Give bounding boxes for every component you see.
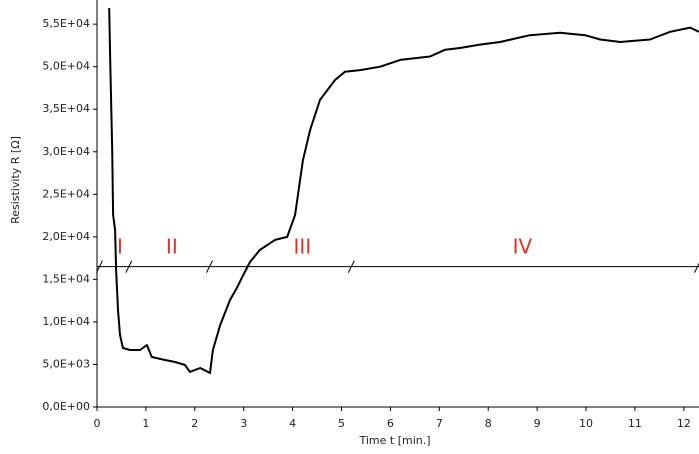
y-tick-label: 5,0E+03 bbox=[42, 357, 90, 370]
x-tick-label: 6 bbox=[387, 417, 394, 430]
x-tick-label: 10 bbox=[579, 417, 593, 430]
phase-boundary bbox=[125, 260, 133, 273]
x-tick-label: 11 bbox=[628, 417, 642, 430]
x-tick-label: 4 bbox=[289, 417, 296, 430]
y-tick-label: 5,5E+04 bbox=[42, 17, 90, 30]
x-tick-label: 5 bbox=[338, 417, 345, 430]
x-tick-label: 9 bbox=[534, 417, 541, 430]
data-line bbox=[108, 7, 699, 374]
x-tick-label: 2 bbox=[191, 417, 198, 430]
phase-label: II bbox=[166, 234, 178, 258]
phase-boundary bbox=[347, 260, 355, 273]
x-tick-label: 1 bbox=[142, 417, 149, 430]
phase-label: III bbox=[294, 234, 312, 258]
y-tick-label: 3,0E+04 bbox=[42, 145, 90, 158]
x-axis-label: Time t [min.] bbox=[358, 434, 430, 447]
x-tick-label: 0 bbox=[94, 417, 101, 430]
x-tick-label: 12 bbox=[677, 417, 691, 430]
y-tick-label: 1,5E+04 bbox=[42, 272, 90, 285]
x-tick-label: 7 bbox=[436, 417, 443, 430]
y-tick-label: 0,0E+00 bbox=[42, 400, 90, 413]
phase-label: IV bbox=[513, 234, 533, 258]
phase-label: I bbox=[117, 234, 123, 258]
x-tick-label: 3 bbox=[240, 417, 247, 430]
phase-boundary bbox=[95, 260, 103, 273]
x-tick-label: 8 bbox=[485, 417, 492, 430]
y-axis-label: Resistivity R [Ω] bbox=[9, 136, 22, 224]
y-tick-label: 1,0E+04 bbox=[42, 315, 90, 328]
y-tick-label: 2,0E+04 bbox=[42, 230, 90, 243]
y-tick-label: 3,5E+04 bbox=[42, 102, 90, 115]
y-tick-label: 2,5E+04 bbox=[42, 187, 90, 200]
y-tick-label: 5,0E+04 bbox=[42, 60, 90, 73]
phase-boundary bbox=[694, 262, 699, 273]
phase-boundary bbox=[206, 260, 213, 273]
